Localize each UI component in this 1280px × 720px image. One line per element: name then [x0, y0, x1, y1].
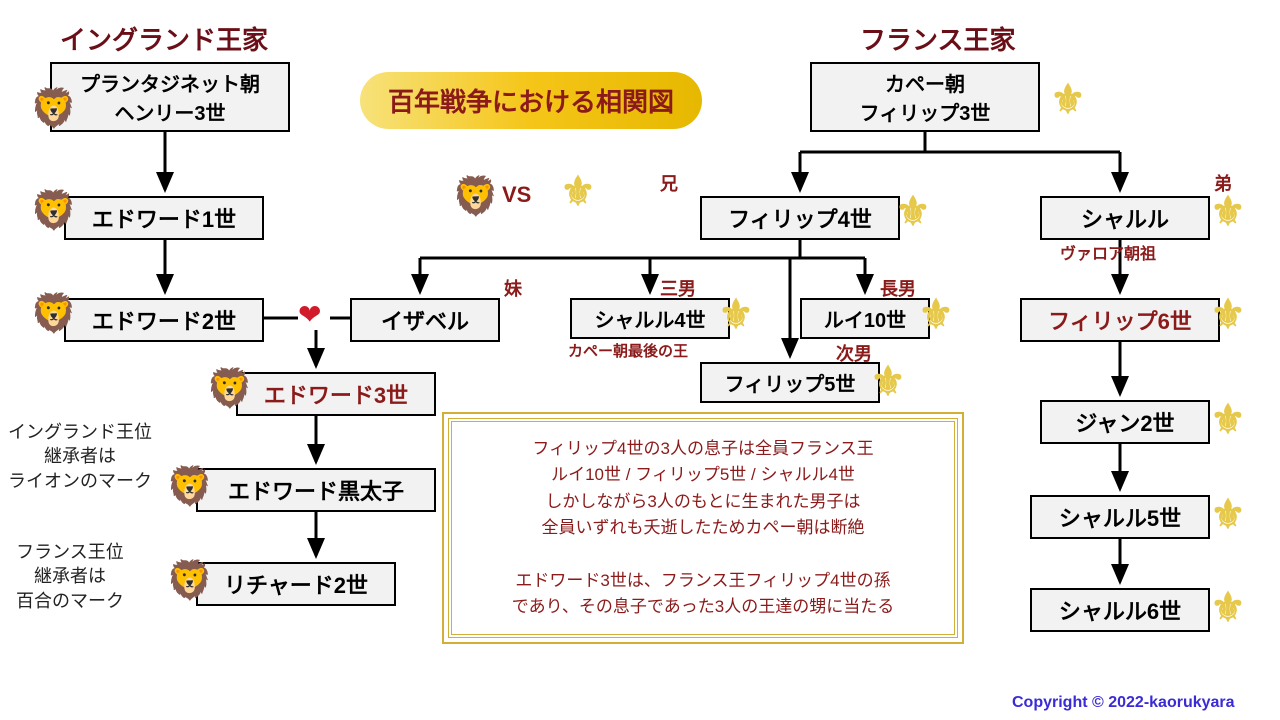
node-philip4: フィリップ4世 — [700, 196, 900, 240]
node-charles-valois: シャルル — [1040, 196, 1210, 240]
note-fleur-mark: フランス王位 継承者は 百合のマーク — [16, 540, 124, 613]
rel-elder-brother: 兄 — [660, 170, 678, 196]
node-isabel: イザベル — [350, 298, 500, 342]
node-jean2: ジャン2世 — [1040, 400, 1210, 444]
lion-icon: 🦁 — [452, 178, 499, 216]
diagram-title-text: 百年戦争における相関図 — [388, 87, 674, 117]
node-charles6: シャルル6世 — [1030, 588, 1210, 632]
rel-valois-founder: ヴァロア朝祖 — [1060, 240, 1156, 264]
node-philip6: フィリップ6世 — [1020, 298, 1220, 342]
lion-icon: 🦁 — [206, 370, 253, 408]
node-philip5: フィリップ5世 — [700, 362, 880, 403]
rel-younger-sister: 妹 — [504, 275, 522, 301]
node-charles5: シャルル5世 — [1030, 495, 1210, 539]
node-louis10: ルイ10世 — [800, 298, 930, 339]
node-edward2: エドワード2世 — [64, 298, 264, 342]
fleur-de-lis-icon: ⚜ — [718, 295, 754, 335]
fleur-de-lis-icon: ⚜ — [1210, 192, 1246, 232]
node-edward1: エドワード1世 — [64, 196, 264, 240]
rel-second-son: 次男 — [836, 340, 872, 366]
fleur-de-lis-icon: ⚜ — [1210, 295, 1246, 335]
node-henry3: プランタジネット朝ヘンリー3世 — [50, 62, 290, 132]
heart-icon: ❤ — [298, 298, 321, 331]
node-black-prince: エドワード黒太子 — [196, 468, 436, 512]
fleur-de-lis-icon: ⚜ — [1210, 588, 1246, 628]
copyright-text: Copyright © 2022-kaorukyara — [1012, 694, 1235, 712]
fleur-de-lis-icon: ⚜ — [918, 295, 954, 335]
lion-icon: 🦁 — [30, 90, 77, 128]
fleur-de-lis-icon: ⚜ — [1050, 80, 1086, 120]
node-charles4: シャルル4世 — [570, 298, 730, 339]
rel-capet-last: カペー朝最後の王 — [568, 340, 688, 361]
fleur-de-lis-icon: ⚜ — [1210, 400, 1246, 440]
lion-icon: 🦁 — [30, 192, 77, 230]
fleur-de-lis-icon: ⚜ — [1210, 495, 1246, 535]
node-philip3: カペー朝フィリップ3世 — [810, 62, 1040, 132]
vs-label: VS — [502, 182, 531, 208]
explanation-box: フィリップ4世の3人の息子は全員フランス王 ルイ10世 / フィリップ5世 / … — [448, 418, 958, 638]
note-lion-mark: イングランド王位 継承者は ライオンのマーク — [8, 420, 152, 493]
fleur-de-lis-icon: ⚜ — [560, 172, 596, 212]
node-edward3: エドワード3世 — [236, 372, 436, 416]
header-england: イングランド王家 — [60, 20, 268, 57]
lion-icon: 🦁 — [166, 468, 213, 506]
node-richard2: リチャード2世 — [196, 562, 396, 606]
rel-third-son: 三男 — [660, 275, 696, 301]
fleur-de-lis-icon: ⚜ — [895, 192, 931, 232]
lion-icon: 🦁 — [166, 562, 213, 600]
header-france: フランス王家 — [860, 20, 1015, 57]
rel-eldest-son: 長男 — [880, 275, 916, 301]
diagram-title: 百年戦争における相関図 — [360, 72, 702, 129]
fleur-de-lis-icon: ⚜ — [870, 362, 906, 402]
lion-icon: 🦁 — [30, 295, 77, 333]
